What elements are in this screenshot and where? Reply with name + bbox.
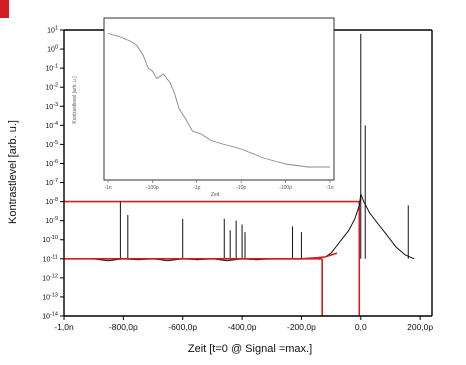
x-axis-label: Zeit [t=0 @ Signal =max.] xyxy=(188,343,312,355)
inset-x-tick-label: -100p xyxy=(279,185,292,191)
x-ticks: -1,0n -800,0p -600,0p -400,0p -200,0p 0,0 200,… xyxy=(54,316,433,332)
baseline-fit-line xyxy=(92,252,338,260)
y-axis-label: Kontrastlevel [arb. u.] xyxy=(7,120,19,224)
inset-chart: -1n -100p -1p -10p -100p -1n Zeit Kontrastlev… xyxy=(72,17,335,198)
y-tick-label: 10-3 xyxy=(45,102,58,111)
inset-x-tick-label: -1n xyxy=(326,185,333,191)
x-tick-label: -800,0p xyxy=(109,322,138,332)
y-tick-label: 10-11 xyxy=(43,254,58,263)
main-trace xyxy=(92,33,415,262)
y-tick-label: 10-8 xyxy=(45,197,58,206)
inset-x-tick-label: -10p xyxy=(236,185,246,191)
y-tick-label: 10-1 xyxy=(45,64,58,73)
inset-y-label: Kontrastlevel [arb. u.] xyxy=(72,76,78,124)
inset-x-label: Zeit xyxy=(211,192,220,198)
x-tick-label: -200,0p xyxy=(287,322,316,332)
y-tick-label: 10-13 xyxy=(42,292,58,301)
y-tick-label: 10-6 xyxy=(45,159,58,168)
y-tick-label: 101 xyxy=(47,26,58,35)
inset-x-tick-label: -100p xyxy=(146,185,159,191)
y-tick-label: 100 xyxy=(47,45,58,54)
red-edge-mark xyxy=(0,0,9,18)
contrast-trace xyxy=(92,193,415,262)
inset-x-tick-label: -1n xyxy=(104,185,111,191)
x-tick-label: -1,0n xyxy=(54,322,74,332)
x-tick-label: 0,0 xyxy=(355,322,367,332)
x-tick-label: 200,0p xyxy=(407,322,433,332)
inset-frame xyxy=(103,17,335,181)
inset-trace xyxy=(107,33,330,168)
y-tick-label: 10-2 xyxy=(45,83,58,92)
y-tick-label: 10-10 xyxy=(42,235,58,244)
y-tick-label: 10-5 xyxy=(45,140,58,149)
axes xyxy=(63,29,433,317)
x-tick-label: -400,0p xyxy=(228,322,257,332)
y-tick-label: 10-9 xyxy=(45,216,58,225)
y-tick-label: 10-12 xyxy=(42,273,58,282)
y-ticks: 101 100 10-1 10-2 10-3 10-4 10-5 10-6 10-7 10-8 10… xyxy=(42,26,64,321)
y-tick-label: 10-14 xyxy=(42,312,58,321)
x-tick-label: -600,0p xyxy=(168,322,197,332)
inset-x-tick-label: -1p xyxy=(193,185,200,191)
y-tick-label: 10-7 xyxy=(45,178,58,187)
y-tick-label: 10-4 xyxy=(45,121,58,130)
